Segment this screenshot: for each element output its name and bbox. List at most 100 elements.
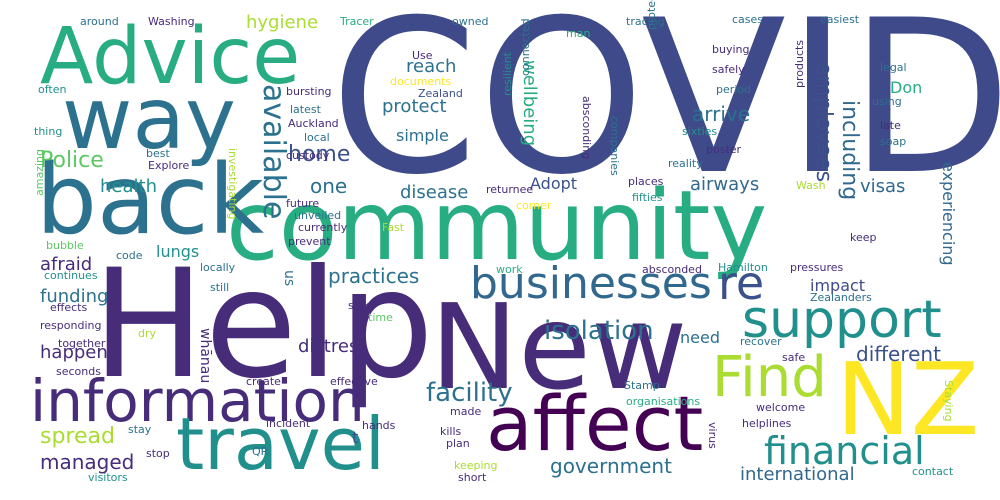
word-absconding: absconding xyxy=(580,96,593,160)
word-prevent: prevent xyxy=(288,235,331,248)
word-bursting: bursting xyxy=(286,85,332,98)
word-government: government xyxy=(550,454,672,478)
word-facility: facility xyxy=(426,378,513,408)
word-create: create xyxy=(246,375,281,388)
word-back: back xyxy=(36,144,265,256)
word-advice: Advice xyxy=(40,12,301,102)
word-affect: affect xyxy=(486,379,704,468)
word-custody: custody xyxy=(286,149,330,162)
word-incident: incident xyxy=(266,417,311,430)
word-currently: currently xyxy=(298,221,348,234)
word-dry: dry xyxy=(138,327,157,340)
word-companies: companies xyxy=(608,116,621,176)
word-around: around xyxy=(80,15,119,28)
word-way: way xyxy=(62,69,236,169)
word-fifties: fifties xyxy=(632,191,663,204)
word-afraid: afraid xyxy=(40,254,93,275)
word-employees: employees xyxy=(811,62,836,183)
word-lungs: lungs xyxy=(156,242,200,261)
word-community: community xyxy=(226,170,768,282)
word-safe: safe xyxy=(782,351,806,364)
word-hygiene: hygiene xyxy=(246,12,319,33)
word-reality: reality xyxy=(668,157,703,170)
word-unveiled: unveiled xyxy=(294,209,342,222)
word-thing: thing xyxy=(34,125,63,138)
word-zealanders: Zealanders xyxy=(810,291,872,304)
word-period: period xyxy=(716,83,752,96)
word-places: places xyxy=(628,175,664,188)
word-travel: travel xyxy=(176,402,385,486)
word-wash: Wash xyxy=(796,179,826,192)
word-visitors: visitors xyxy=(88,471,128,484)
word-distress: distress xyxy=(298,336,368,357)
word-made: made xyxy=(450,405,482,418)
word-sixties: sixties xyxy=(682,125,718,138)
word-adopt: Adopt xyxy=(530,174,578,193)
word-practices: practices xyxy=(328,264,420,288)
word-organisations: organisations xyxy=(626,395,701,408)
word-owned: owned xyxy=(452,15,489,28)
word-happens: happens xyxy=(40,342,118,363)
word-locally: locally xyxy=(200,261,236,274)
word-poster: poster xyxy=(706,143,742,156)
word-time: time xyxy=(368,311,393,324)
word-us: us xyxy=(281,270,297,287)
word-continues: continues xyxy=(44,269,98,282)
word-responding: responding xyxy=(40,319,102,332)
word-visas: visas xyxy=(860,176,906,197)
word-recover: recover xyxy=(740,335,782,348)
word-short: short xyxy=(458,471,487,484)
word-reach: reach xyxy=(406,56,457,77)
word-nz: NZ xyxy=(836,341,980,458)
word-zealand: Zealand xyxy=(418,87,463,100)
word-hamilton: Hamilton xyxy=(718,261,768,274)
word-corner: corner xyxy=(516,199,552,212)
word-international: international xyxy=(740,464,855,485)
word-safely: safely xyxy=(712,63,745,76)
word-re: re xyxy=(718,256,765,310)
word-stamp: Stamp xyxy=(624,379,660,392)
word-protect: protect xyxy=(382,96,447,117)
word-spread: spread xyxy=(40,424,115,449)
word-sick: sick xyxy=(348,299,370,312)
word-best: best xyxy=(146,147,170,160)
word-protective: protective xyxy=(645,0,658,30)
word-tracing: tracing xyxy=(626,15,665,28)
word-support: support xyxy=(742,290,942,350)
word-use: Use xyxy=(412,49,433,62)
word-absconded: absconded xyxy=(642,263,702,276)
word-staying: Staying xyxy=(942,380,955,422)
word-information: information xyxy=(30,367,365,435)
word-soap: soap xyxy=(880,135,907,148)
word-don: Don xyxy=(890,78,923,97)
word-police: Police xyxy=(40,148,104,173)
word-isolation: isolation xyxy=(544,316,654,346)
word-financial: financial xyxy=(764,429,925,473)
word-keeping: keeping xyxy=(454,459,498,472)
word-experiencing: experiencing xyxy=(939,162,958,266)
word-bubble: bubble xyxy=(46,239,84,252)
word-tracer: Tracer xyxy=(340,15,374,28)
word-stop: stop xyxy=(146,447,170,460)
word-buying: buying xyxy=(712,43,750,56)
word-arrive: arrive xyxy=(692,102,751,126)
word-available: available xyxy=(256,84,291,220)
word-documents: documents xyxy=(390,75,452,88)
word-businesses: businesses xyxy=(470,258,712,309)
word-virus: virus xyxy=(706,422,719,449)
word-new: New xyxy=(430,278,688,416)
word-investigating: investigating xyxy=(226,148,239,220)
word-whanau: whānau xyxy=(197,328,213,384)
word-including: including xyxy=(837,100,862,201)
word-using: using xyxy=(872,95,902,108)
word-airways: airways xyxy=(690,174,760,195)
word-products: products xyxy=(793,39,806,88)
word-funding: funding xyxy=(40,286,109,307)
word-one: one xyxy=(310,174,348,198)
word-auckland: Auckland xyxy=(288,117,339,130)
word-find: Find xyxy=(712,345,827,410)
word-welcome: welcome xyxy=(756,401,806,414)
word-need: need xyxy=(680,328,720,347)
word-help: Help xyxy=(92,238,434,412)
